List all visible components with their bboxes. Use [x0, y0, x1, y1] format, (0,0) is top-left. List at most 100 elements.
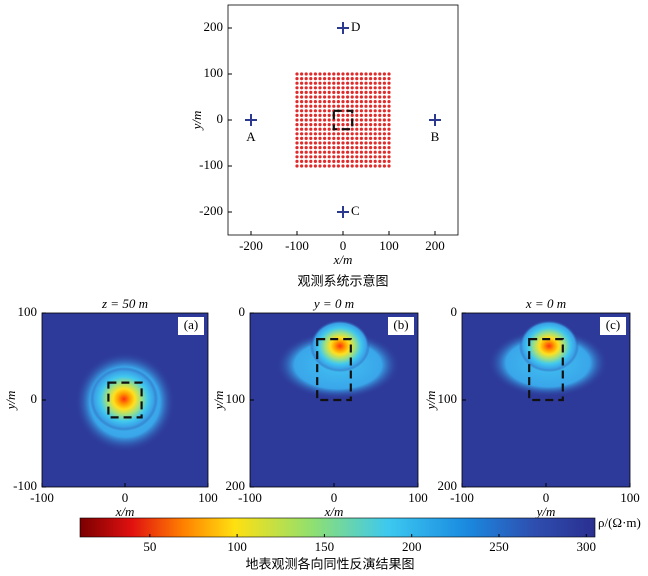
receiver — [350, 113, 354, 117]
receiver — [350, 104, 354, 108]
receiver — [387, 150, 391, 154]
receiver — [341, 150, 345, 154]
receiver — [378, 155, 382, 159]
receiver — [382, 72, 386, 76]
receiver — [346, 100, 350, 104]
receiver — [332, 159, 336, 163]
receiver — [295, 77, 299, 81]
receiver — [373, 81, 377, 85]
colorbar-tick-label: 100 — [227, 539, 247, 554]
receiver — [300, 104, 304, 108]
receiver — [350, 155, 354, 159]
receiver — [369, 127, 373, 131]
receiver — [346, 164, 350, 168]
receiver — [318, 100, 322, 104]
receiver — [382, 132, 386, 136]
receiver — [364, 123, 368, 127]
colorbar-tick-label: 50 — [143, 539, 156, 554]
receiver — [355, 150, 359, 154]
receiver — [359, 72, 363, 76]
receiver — [332, 164, 336, 168]
receiver — [327, 104, 331, 108]
receiver — [323, 155, 327, 159]
receiver — [295, 81, 299, 85]
receiver — [309, 155, 313, 159]
receiver — [355, 127, 359, 131]
electrode — [429, 114, 441, 126]
receiver — [364, 155, 368, 159]
receiver — [341, 90, 345, 94]
receiver — [323, 118, 327, 122]
receiver — [332, 141, 336, 145]
receiver — [309, 72, 313, 76]
receiver — [341, 141, 345, 145]
receiver — [359, 127, 363, 131]
receiver — [318, 95, 322, 99]
receiver — [346, 150, 350, 154]
receiver — [378, 104, 382, 108]
receiver — [295, 95, 299, 99]
receiver — [300, 123, 304, 127]
y-tick-label: 200 — [226, 478, 246, 493]
receiver — [300, 77, 304, 81]
receiver — [373, 132, 377, 136]
receiver — [346, 90, 350, 94]
receiver — [350, 77, 354, 81]
receiver — [336, 136, 340, 140]
receiver — [309, 81, 313, 85]
receiver — [350, 90, 354, 94]
receiver — [373, 109, 377, 113]
x-tick-label: 0 — [543, 490, 550, 505]
receiver — [378, 81, 382, 85]
y-tick-label: -200 — [199, 203, 223, 218]
receiver — [304, 159, 308, 163]
colorbar-label: ρ/(Ω·m) — [598, 515, 641, 530]
receiver — [373, 90, 377, 94]
receiver — [350, 132, 354, 136]
heatmap-blob — [310, 320, 370, 372]
receiver — [378, 86, 382, 90]
receiver — [373, 150, 377, 154]
receiver — [323, 159, 327, 163]
receiver — [323, 77, 327, 81]
x-axis-label: x/m — [333, 252, 353, 267]
receiver — [295, 127, 299, 131]
colorbar-tick-label: 200 — [402, 539, 422, 554]
receiver — [346, 104, 350, 108]
receiver — [327, 95, 331, 99]
receiver — [295, 113, 299, 117]
receiver — [387, 113, 391, 117]
receiver — [382, 164, 386, 168]
x-tick-label: 100 — [379, 238, 399, 253]
receiver — [295, 123, 299, 127]
receiver — [373, 100, 377, 104]
receiver — [369, 150, 373, 154]
receiver — [304, 81, 308, 85]
receiver — [323, 86, 327, 90]
receiver — [373, 86, 377, 90]
receiver — [318, 72, 322, 76]
receiver — [387, 159, 391, 163]
caption: 观测系统示意图 — [297, 274, 388, 290]
receiver — [364, 127, 368, 131]
receiver — [304, 86, 308, 90]
receiver — [323, 164, 327, 168]
receiver — [309, 136, 313, 140]
panel-tag: (a) — [184, 317, 198, 332]
receiver — [327, 127, 331, 131]
receiver — [387, 109, 391, 113]
receiver — [350, 164, 354, 168]
receiver — [387, 81, 391, 85]
receiver — [350, 150, 354, 154]
receiver — [373, 95, 377, 99]
receiver — [336, 155, 340, 159]
receiver — [355, 100, 359, 104]
receiver — [355, 136, 359, 140]
x-tick-label: 0 — [122, 490, 129, 505]
heatmap-blob — [90, 367, 158, 431]
receiver — [327, 86, 331, 90]
receiver — [346, 118, 350, 122]
receiver — [295, 100, 299, 104]
receiver — [309, 77, 313, 81]
